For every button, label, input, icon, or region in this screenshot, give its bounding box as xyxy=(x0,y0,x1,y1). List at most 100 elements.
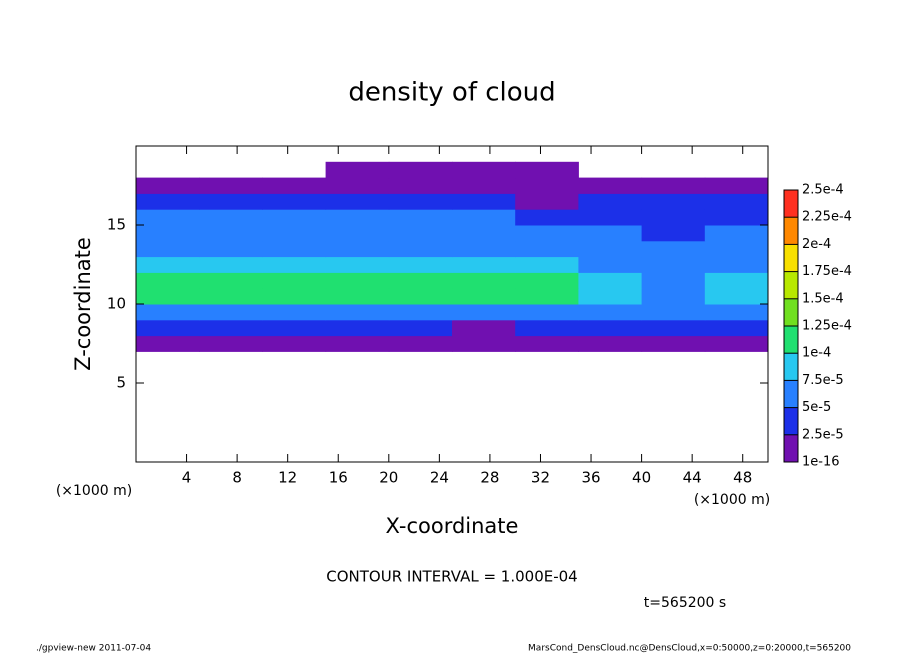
cell xyxy=(452,256,516,273)
colorbar-swatch xyxy=(784,217,798,245)
cell xyxy=(199,256,263,273)
cell xyxy=(262,209,327,226)
colorbar-swatch xyxy=(784,380,798,408)
colorbar-label: 1.75e-4 xyxy=(802,264,852,279)
cell xyxy=(136,367,200,383)
x-tick-label: 24 xyxy=(430,469,449,487)
cell xyxy=(705,146,769,162)
cell xyxy=(199,319,263,337)
cell xyxy=(136,146,200,162)
cell xyxy=(325,272,390,289)
cell xyxy=(199,351,263,367)
cell xyxy=(515,288,579,305)
cell xyxy=(136,415,200,431)
cell xyxy=(515,209,579,226)
cell xyxy=(389,146,453,162)
cell xyxy=(262,240,327,258)
y-unit: (×1000 m) xyxy=(56,483,132,499)
colorbar-label: 1.25e-4 xyxy=(802,319,852,334)
colorbar-label: 1e-16 xyxy=(802,455,840,470)
colorbar-label: 2.25e-4 xyxy=(802,210,852,225)
cell xyxy=(262,415,326,431)
cell xyxy=(388,335,453,352)
cell xyxy=(452,240,516,258)
cell xyxy=(578,319,643,337)
x-tick-label: 8 xyxy=(232,469,242,487)
cell xyxy=(578,430,642,446)
cell xyxy=(452,430,516,446)
cell xyxy=(136,288,200,305)
cell xyxy=(515,272,579,289)
cell xyxy=(578,272,643,289)
cell xyxy=(136,430,200,446)
cell xyxy=(515,351,579,367)
cell xyxy=(262,193,327,210)
cell xyxy=(515,240,579,258)
cell xyxy=(452,209,516,226)
cell xyxy=(704,272,769,289)
footer-left: ./gpview-new 2011-07-04 xyxy=(36,644,151,654)
cell xyxy=(578,351,642,367)
cell xyxy=(452,446,516,462)
cell xyxy=(199,240,263,258)
cell xyxy=(515,304,579,321)
cell xyxy=(642,399,706,415)
cell xyxy=(389,446,453,462)
cell xyxy=(452,351,516,367)
cell xyxy=(136,272,200,289)
cell xyxy=(199,193,263,210)
colorbar-label: 2e-4 xyxy=(802,237,831,252)
cell xyxy=(262,383,326,399)
cell xyxy=(388,193,453,210)
colorbar-label: 1e-4 xyxy=(802,346,831,361)
cell xyxy=(388,319,453,337)
cell xyxy=(705,399,769,415)
cell xyxy=(262,177,327,194)
cell xyxy=(388,272,453,289)
y-tick-label: 15 xyxy=(107,216,126,234)
cell xyxy=(578,335,643,352)
colorbar-swatch xyxy=(784,326,798,354)
cell xyxy=(452,225,516,242)
cell xyxy=(704,319,769,337)
cell xyxy=(326,415,390,431)
cell xyxy=(388,304,453,321)
cell xyxy=(199,383,263,399)
cell xyxy=(262,256,327,273)
cell xyxy=(452,146,516,162)
cell xyxy=(452,288,516,305)
cell xyxy=(642,146,706,162)
cell xyxy=(199,446,263,462)
cell xyxy=(452,304,516,321)
cell xyxy=(452,272,516,289)
cell xyxy=(136,209,200,226)
cell xyxy=(578,225,643,242)
cell xyxy=(515,161,579,179)
cell xyxy=(641,209,706,226)
time-label: t=565200 s xyxy=(644,595,726,611)
cell xyxy=(136,351,200,367)
cell xyxy=(199,399,263,415)
cell xyxy=(325,209,390,226)
cell xyxy=(515,146,579,162)
x-tick-label: 28 xyxy=(480,469,499,487)
cell xyxy=(642,162,706,178)
cell xyxy=(389,430,453,446)
cell xyxy=(578,162,642,178)
cell xyxy=(326,446,390,462)
cell xyxy=(199,367,263,383)
cell xyxy=(704,304,769,321)
y-axis-label: Z-coordinate xyxy=(71,237,95,371)
cell xyxy=(326,367,390,383)
x-tick-label: 40 xyxy=(632,469,651,487)
colorbar-swatch xyxy=(784,434,798,462)
cell xyxy=(578,399,642,415)
cell xyxy=(705,367,769,383)
cell xyxy=(515,383,579,399)
colorbar-label: 2.5e-5 xyxy=(802,427,844,442)
y-tick-label: 10 xyxy=(107,295,126,313)
cell xyxy=(452,383,516,399)
cell xyxy=(262,430,326,446)
colorbar-label: 1.5e-4 xyxy=(802,291,844,306)
cell xyxy=(136,162,200,178)
